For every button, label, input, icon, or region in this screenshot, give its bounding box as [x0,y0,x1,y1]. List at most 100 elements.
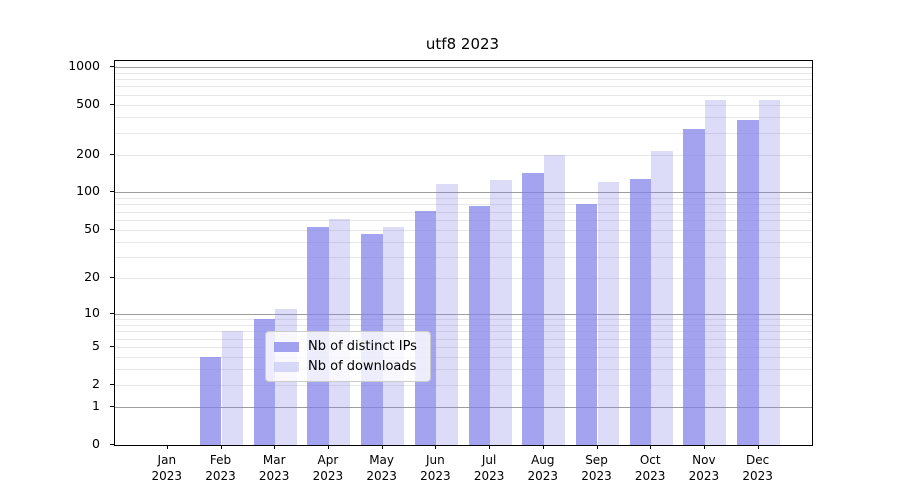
y-tick-label: 50 [84,220,100,236]
x-tick-year: 2023 [688,469,720,483]
x-tick-month: Oct [639,453,661,467]
legend-label-distinct-ips: Nb of distinct IPs [308,339,417,354]
gridline-minor [115,79,812,80]
x-tick-month: Nov [692,453,716,467]
x-tick-mark [757,445,759,449]
x-tick-year: 2023 [312,469,344,483]
legend-item-downloads: Nb of downloads [274,359,421,374]
gridline-minor [115,229,812,231]
x-tick-month: Mar [262,453,286,467]
gridline-major [115,313,812,315]
x-tick-mark [703,445,705,449]
x-tick-month: Feb [209,453,232,467]
x-tick-label: Jun 2023 [405,452,465,484]
bar-downloads [651,151,673,445]
y-tick-mark [110,103,114,105]
bar-distinct-ips [737,120,759,445]
x-tick-label: May 2023 [352,452,412,484]
gridline-minor [115,384,812,386]
x-tick-label: Dec 2023 [728,452,788,484]
x-tick-year: 2023 [527,469,559,483]
x-tick-label: Apr 2023 [298,452,358,484]
y-tick-label: 20 [84,269,100,285]
bar-distinct-ips [683,129,705,445]
gridline-minor [115,338,812,340]
x-tick-year: 2023 [634,469,666,483]
x-tick-year: 2023 [151,469,183,483]
y-tick-label: 1000 [68,57,100,73]
x-tick-mark [220,445,222,449]
x-tick-mark [381,445,383,449]
gridline-minor [115,278,812,280]
x-tick-year: 2023 [366,469,397,483]
bar-distinct-ips [522,172,544,445]
y-tick-mark [110,65,114,67]
gridline-major [115,66,812,68]
gridline-minor [115,72,812,74]
y-tick-mark [110,406,114,408]
bar-downloads [543,154,566,445]
y-tick-label: 100 [76,183,100,199]
bar-downloads [436,183,458,445]
x-tick-label: Jan 2023 [137,452,197,484]
y-tick-label: 1 [92,398,100,414]
x-tick-mark [596,445,598,449]
gridline-minor [115,257,812,258]
x-tick-mark [327,445,329,449]
gridline-minor [115,86,812,88]
bar-downloads [704,99,727,445]
gridline-minor [115,220,812,221]
bar-distinct-ips [199,356,222,445]
y-tick-label: 2 [92,375,100,391]
x-tick-label: Aug 2023 [513,452,573,484]
gridline-major [115,407,812,409]
bar-downloads [221,331,244,445]
bar-downloads [597,182,620,445]
x-tick-mark [650,445,652,449]
bar-downloads [490,180,512,445]
chart-title: utf8 2023 [425,35,500,53]
x-tick-year: 2023 [205,469,236,483]
x-tick-month: Apr [317,453,339,467]
x-tick-month: Jan [157,453,177,467]
plot-area [114,60,813,446]
y-tick-label: 200 [76,145,100,161]
y-tick-mark [110,277,114,279]
x-tick-month: May [369,453,394,467]
y-tick-mark [110,444,114,445]
y-tick-mark [110,312,114,314]
gridline-minor [115,94,812,96]
gridline-minor [115,104,812,106]
x-tick-month: Jun [426,453,445,467]
gridline-minor [115,132,812,134]
y-tick-label: 10 [84,304,100,320]
x-tick-label: Jul 2023 [459,452,519,484]
x-tick-year: 2023 [473,469,505,483]
x-tick-month: Sep [585,453,608,467]
x-tick-year: 2023 [742,469,773,483]
x-tick-mark [542,445,544,449]
gridline-minor [115,319,812,320]
gridline-minor [115,241,812,243]
legend: Nb of distinct IPs Nb of downloads [265,331,431,382]
legend-item-distinct-ips: Nb of distinct IPs [274,339,421,354]
x-tick-label: Feb 2023 [191,452,251,484]
y-tick-mark [110,228,114,230]
gridline-major [115,192,812,194]
bar-distinct-ips [468,205,491,445]
x-tick-mark [274,445,276,449]
gridline-minor [115,356,812,358]
bar-distinct-ips [575,203,598,445]
gridline-minor [115,204,812,206]
bar-distinct-ips [414,210,437,445]
gridline-minor [115,154,812,156]
x-tick-mark [166,445,168,449]
gridline-minor [115,324,812,326]
y-tick-label: 0 [92,436,100,451]
x-tick-year: 2023 [420,469,451,483]
gridline-minor [115,116,812,118]
x-tick-year: 2023 [258,469,290,483]
bar-downloads [758,100,781,445]
gridline-minor [115,211,812,213]
